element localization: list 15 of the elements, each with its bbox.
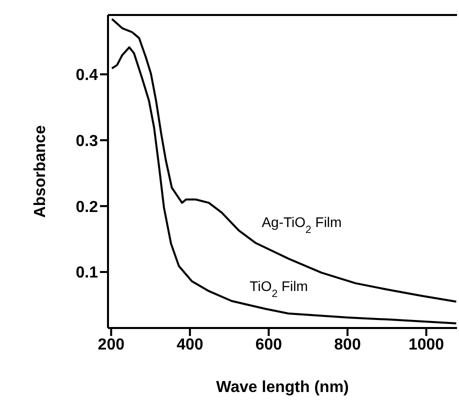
y-tick-label: 0.4 — [76, 66, 98, 84]
y-tick-label: 0.1 — [76, 264, 98, 282]
y-tick-label: 0.2 — [76, 198, 98, 216]
line-series — [110, 18, 457, 303]
x-tick-label: 1000 — [408, 336, 444, 354]
series-label: TiO$_{2}$ Film — [250, 278, 308, 300]
x-tick-label: 800 — [334, 336, 361, 354]
x-tick-label: 400 — [176, 336, 204, 354]
x-axis-title: Wave length (nm) — [216, 379, 349, 396]
series-label: Ag-TiO$_{2}$ Film — [262, 214, 342, 236]
x-tick-label: 200 — [98, 336, 125, 354]
x-tick-label: 600 — [255, 336, 282, 354]
y-tick-label: 0.3 — [76, 132, 98, 150]
line-series — [110, 46, 457, 324]
y-axis-title: Absorbance — [32, 125, 48, 218]
